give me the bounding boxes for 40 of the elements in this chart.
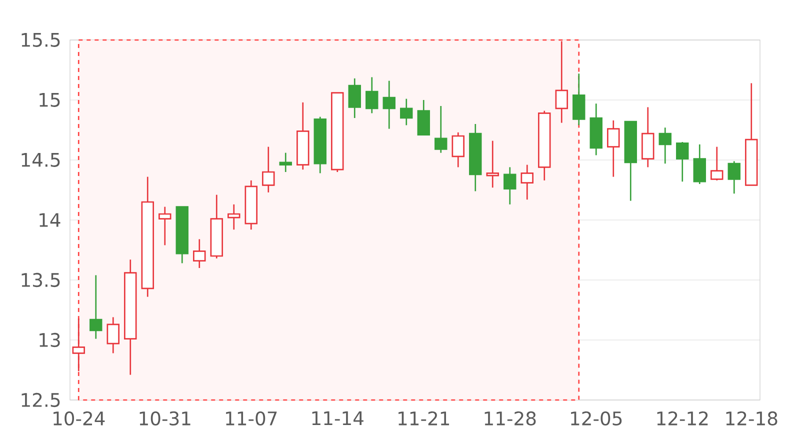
y-tick-label: 12.5: [22, 392, 60, 408]
candlestick: [417, 99, 430, 136]
candlestick: [279, 152, 292, 173]
candlestick: [262, 146, 275, 194]
candlestick: [366, 76, 378, 114]
candlestick: [504, 166, 516, 206]
candlestick: [382, 80, 396, 130]
y-tick-label: 15: [40, 93, 60, 107]
x-tick-label: 10-24: [54, 411, 105, 426]
candlestick: [710, 146, 724, 182]
candlestick: [658, 126, 672, 164]
candlestick: [106, 316, 120, 354]
candlestick: [520, 164, 534, 200]
x-tick-label: 11-21: [398, 411, 450, 426]
candlestick: [693, 144, 706, 185]
candlestick: [607, 120, 620, 178]
x-tick-label: 12-18: [726, 411, 778, 426]
candlestick: [228, 204, 240, 230]
candlestick: [158, 206, 172, 246]
candlestick: [90, 274, 102, 340]
candlestick: [676, 141, 689, 182]
y-tick-label: 13: [40, 332, 60, 348]
candlestick: [348, 78, 361, 119]
candlestick: [434, 105, 448, 154]
x-tick-label: 11-28: [484, 411, 536, 426]
candlestick: [486, 140, 499, 188]
candlestick: [572, 72, 586, 126]
x-tick-label: 12-05: [571, 411, 622, 426]
x-tick-label: 10-31: [140, 411, 190, 426]
candlestick: [400, 98, 413, 126]
x-tick-label: 11-07: [226, 411, 277, 426]
y-tick-label: 15.5: [22, 33, 60, 47]
candlestick: [728, 160, 740, 194]
y-tick-label: 14.5: [22, 153, 60, 167]
candlestick: [193, 238, 206, 269]
x-tick-label: 11-14: [312, 411, 364, 425]
y-tick-label: 13.5: [22, 272, 60, 288]
candlestick: [452, 132, 464, 168]
y-tick-label: 14: [40, 213, 60, 227]
x-tick-label: 12-12: [657, 411, 708, 426]
